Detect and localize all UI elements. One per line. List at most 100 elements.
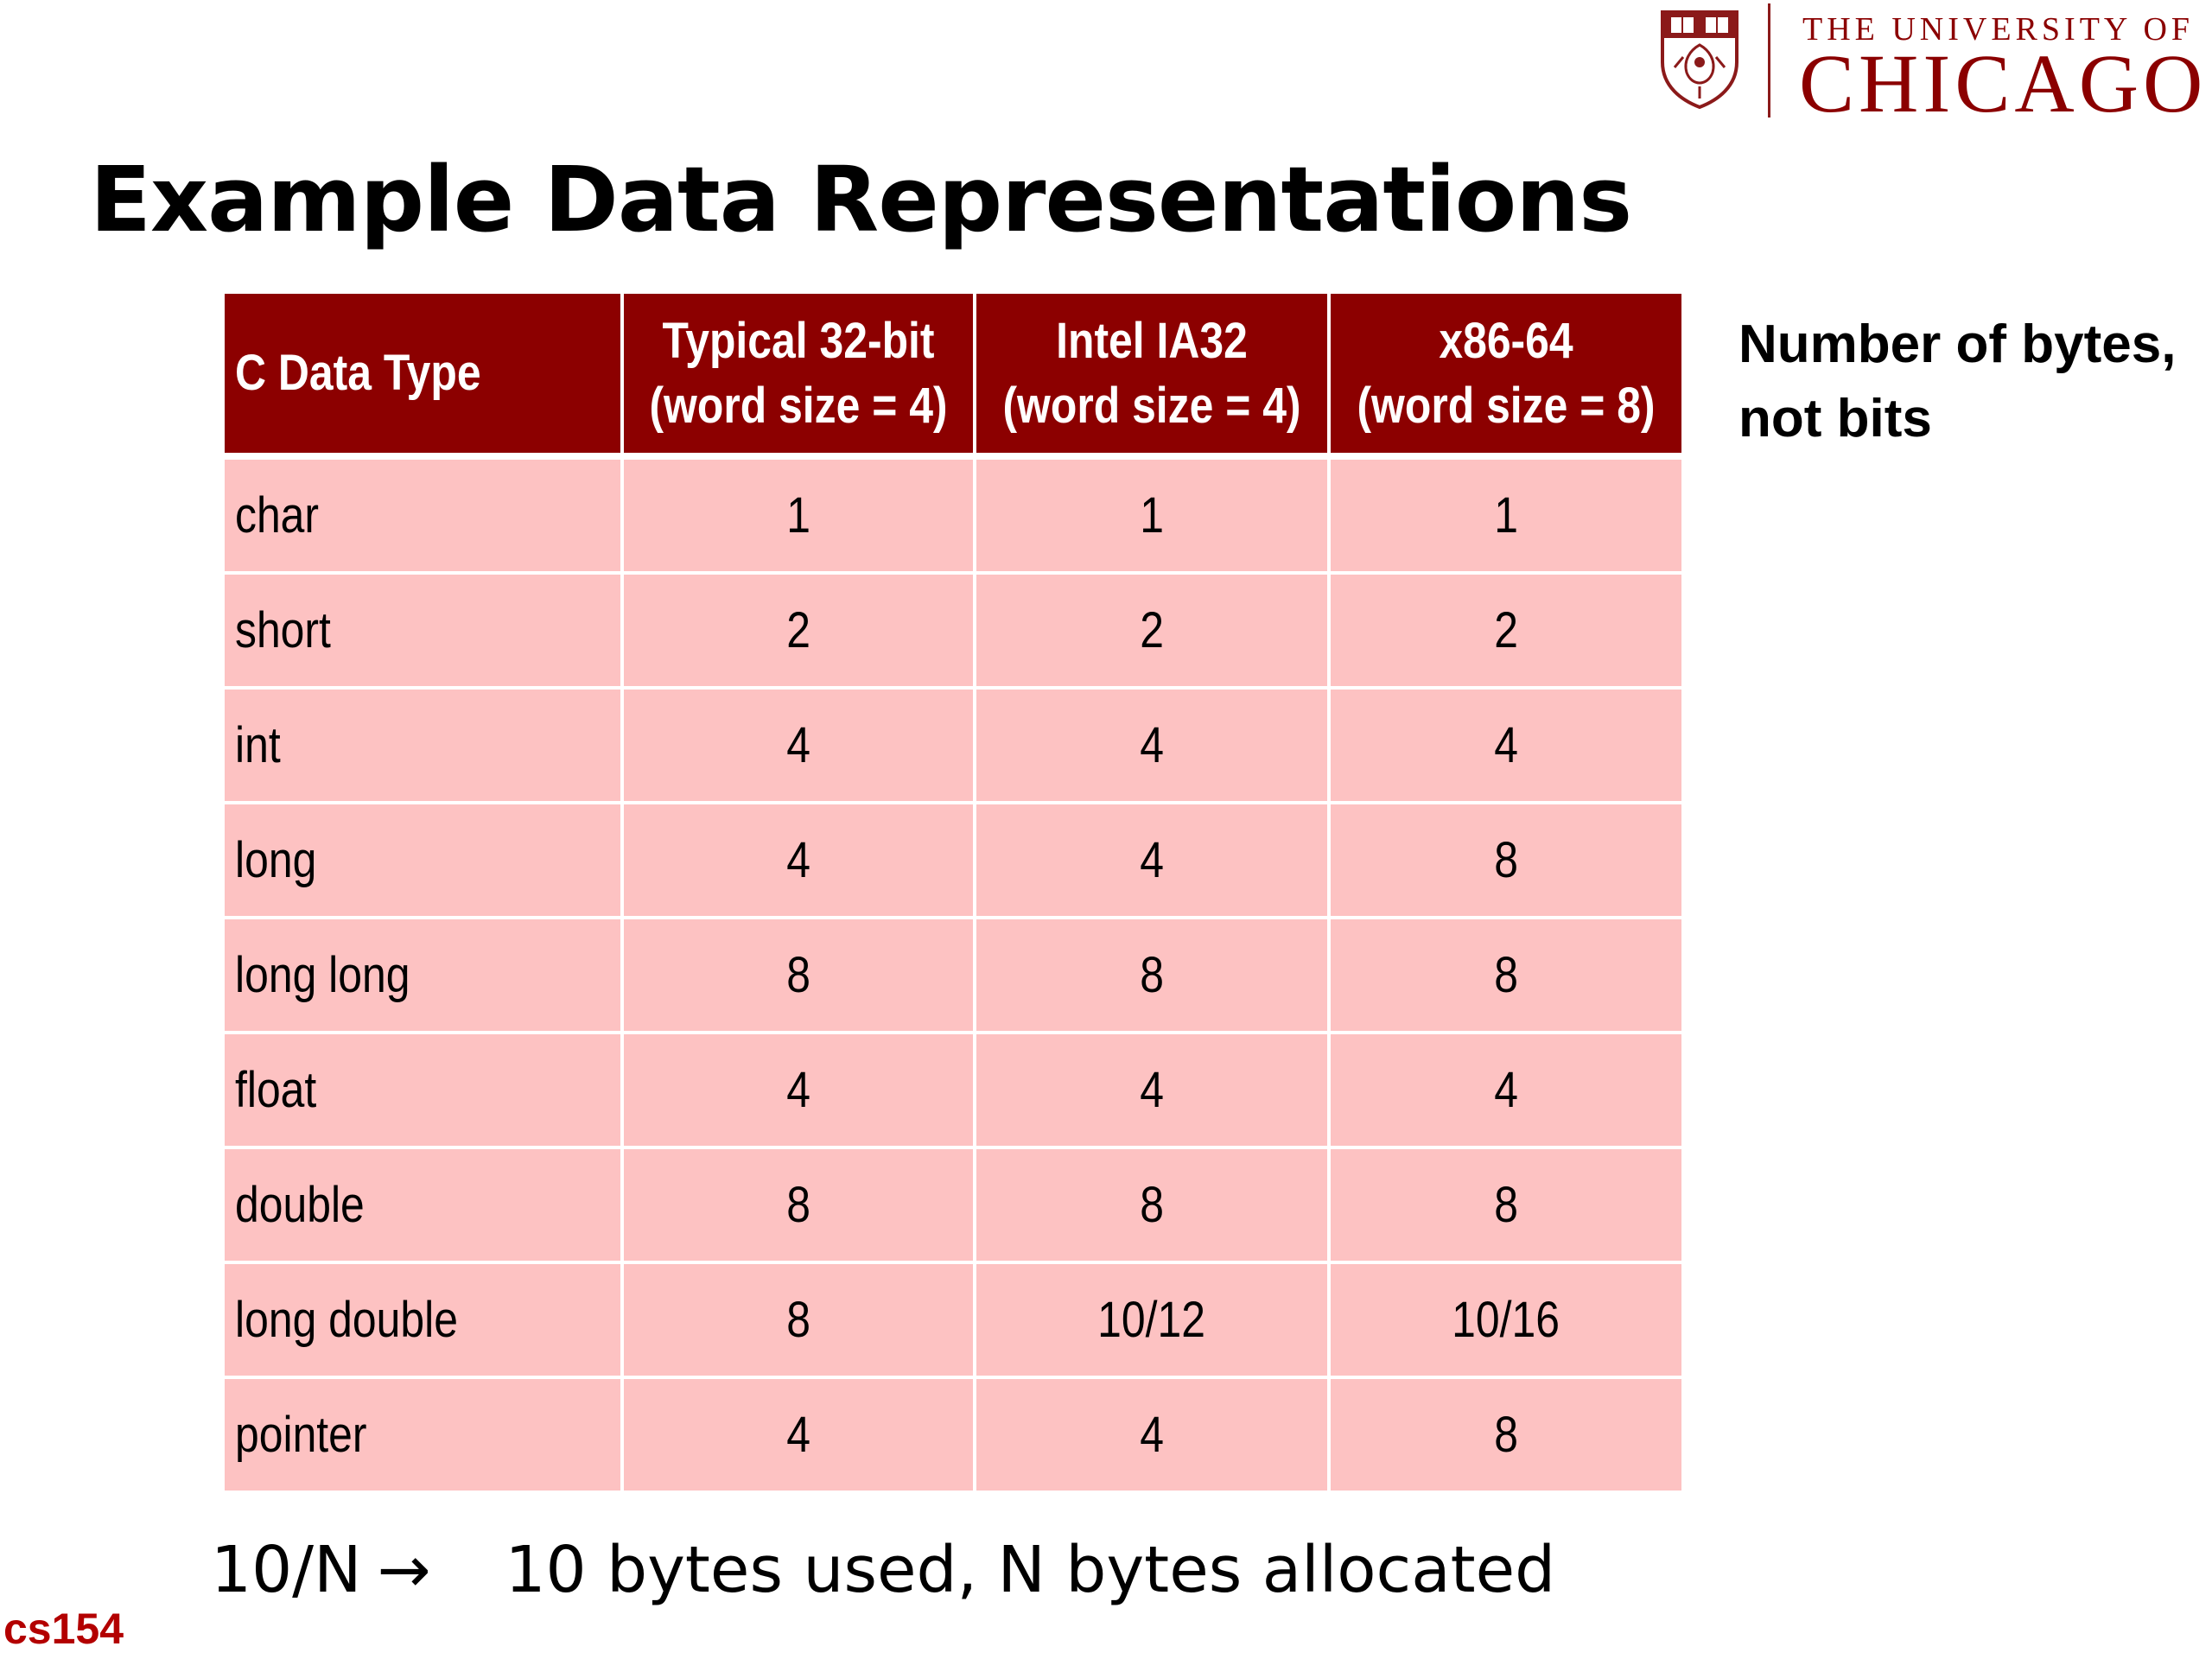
- cell-text: 10/16: [1452, 1292, 1560, 1348]
- byte-size-cell: 8: [620, 1261, 976, 1379]
- column-header-line-2: (word size = 4): [1002, 378, 1301, 434]
- table-row: long double 8 10/12 10/16: [221, 1261, 1685, 1379]
- column-header-line-1: C Data Type: [235, 345, 481, 402]
- byte-size-cell: 10/16: [1327, 1261, 1685, 1379]
- byte-size-cell: 8: [1327, 1376, 1685, 1494]
- logo-chicago: CHICAGO: [1799, 37, 2208, 130]
- cell-text: 8: [1494, 947, 1518, 1003]
- side-note-line-1: Number of bytes,: [1738, 315, 2177, 374]
- data-type-cell: int: [221, 686, 624, 804]
- byte-size-cell: 4: [620, 801, 976, 919]
- cell-text: long: [235, 832, 317, 888]
- table-row: long long 8 8 8: [221, 916, 1685, 1034]
- byte-size-cell: 1: [620, 454, 976, 575]
- data-type-cell: float: [221, 1031, 624, 1149]
- column-header-0: C Data Type: [221, 290, 624, 460]
- column-header-1: Typical 32-bit (word size = 4): [620, 290, 976, 460]
- cell-text: 4: [1140, 717, 1164, 773]
- cell-text: 8: [786, 1177, 810, 1233]
- byte-size-cell: 4: [973, 801, 1331, 919]
- byte-size-cell: 4: [973, 686, 1331, 804]
- byte-size-cell: 1: [973, 454, 1331, 575]
- data-type-cell: long long: [221, 916, 624, 1034]
- cell-text: 2: [1140, 602, 1164, 658]
- cell-text: 4: [786, 717, 810, 773]
- table-body: char 1 1 1 short 2 2 2 int 4 4 4 long 4 4 8 long long 8 8 8…: [221, 454, 1685, 1494]
- course-label: cs154: [3, 1605, 124, 1653]
- column-header-line-2: (word size = 8): [1357, 378, 1656, 434]
- column-header-line-2: (word size = 4): [649, 378, 948, 434]
- cell-text: 8: [1494, 1177, 1518, 1233]
- cell-text: 8: [1494, 832, 1518, 888]
- byte-size-cell: 8: [620, 1146, 976, 1264]
- data-type-cell: long: [221, 801, 624, 919]
- cell-text: 8: [1494, 1407, 1518, 1463]
- column-header-line-1: Intel IA32: [1056, 312, 1248, 369]
- cell-text: 1: [786, 487, 810, 543]
- footnote-text: 10 bytes used, N bytes allocated: [505, 1533, 1556, 1607]
- table-row: pointer 4 4 8: [221, 1376, 1685, 1494]
- data-type-cell: short: [221, 571, 624, 690]
- footnote-key: 10/N: [211, 1533, 362, 1607]
- cell-text: 8: [1140, 947, 1164, 1003]
- cell-text: long long: [235, 947, 410, 1003]
- data-type-cell: long double: [221, 1261, 624, 1379]
- cell-text: 4: [1140, 832, 1164, 888]
- table-row: double 8 8 8: [221, 1146, 1685, 1264]
- cell-text: 2: [786, 602, 810, 658]
- cell-text: float: [235, 1062, 317, 1118]
- table-row: char 1 1 1: [221, 454, 1685, 575]
- cell-text: 4: [1140, 1407, 1164, 1463]
- data-size-table: C Data Type Typical 32-bit (word size = 4)…: [221, 290, 1685, 1494]
- cell-text: 4: [786, 832, 810, 888]
- column-header-line-1: x86-64: [1439, 312, 1573, 369]
- byte-size-cell: 8: [973, 916, 1331, 1034]
- byte-size-cell: 4: [973, 1376, 1331, 1494]
- byte-size-cell: 1: [1327, 454, 1685, 575]
- byte-size-cell: 8: [973, 1146, 1331, 1264]
- byte-size-cell: 4: [620, 1376, 976, 1494]
- cell-text: 2: [1494, 602, 1518, 658]
- byte-size-cell: 8: [620, 916, 976, 1034]
- data-type-cell: char: [221, 454, 624, 575]
- column-header-line-1: Typical 32-bit: [662, 312, 935, 369]
- byte-size-cell: 8: [1327, 801, 1685, 919]
- byte-size-cell: 2: [620, 571, 976, 690]
- byte-size-cell: 8: [1327, 1146, 1685, 1264]
- page-title: Example Data Representations: [90, 147, 1632, 252]
- byte-size-cell: 4: [973, 1031, 1331, 1149]
- cell-text: 4: [1494, 717, 1518, 773]
- cell-text: char: [235, 487, 320, 543]
- cell-text: 10/12: [1097, 1292, 1206, 1348]
- cell-text: 8: [1140, 1177, 1164, 1233]
- byte-size-cell: 10/12: [973, 1261, 1331, 1379]
- cell-text: 1: [1140, 487, 1164, 543]
- cell-text: 1: [1494, 487, 1518, 543]
- byte-size-cell: 4: [1327, 1031, 1685, 1149]
- cell-text: 4: [1140, 1062, 1164, 1118]
- cell-text: 8: [786, 1292, 810, 1348]
- footnote: 10/N → 10 bytes used, N bytes allocated: [211, 1533, 1555, 1607]
- cell-text: pointer: [235, 1407, 367, 1463]
- cell-text: 4: [1494, 1062, 1518, 1118]
- table-row: short 2 2 2: [221, 571, 1685, 690]
- column-header-2: Intel IA32 (word size = 4): [973, 290, 1331, 460]
- cell-text: 4: [786, 1407, 810, 1463]
- cell-text: long double: [235, 1292, 458, 1348]
- right-arrow-icon: →: [377, 1533, 431, 1607]
- table-row: float 4 4 4: [221, 1031, 1685, 1149]
- side-note-line-2: not bits: [1738, 388, 1932, 448]
- byte-size-cell: 4: [620, 1031, 976, 1149]
- byte-size-cell: 2: [1327, 571, 1685, 690]
- cell-text: short: [235, 602, 331, 658]
- table-header-row: C Data Type Typical 32-bit (word size = 4)…: [221, 290, 1685, 460]
- data-type-cell: double: [221, 1146, 624, 1264]
- logo-university-of: THE UNIVERSITY OF: [1802, 11, 2195, 48]
- data-type-cell: pointer: [221, 1376, 624, 1494]
- cell-text: 8: [786, 947, 810, 1003]
- cell-text: 4: [786, 1062, 810, 1118]
- cell-text: int: [235, 717, 281, 773]
- university-logo: THE UNIVERSITY OF CHICAGO: [1657, 3, 2212, 129]
- logo-divider: [1768, 3, 1770, 118]
- table-row: long 4 4 8: [221, 801, 1685, 919]
